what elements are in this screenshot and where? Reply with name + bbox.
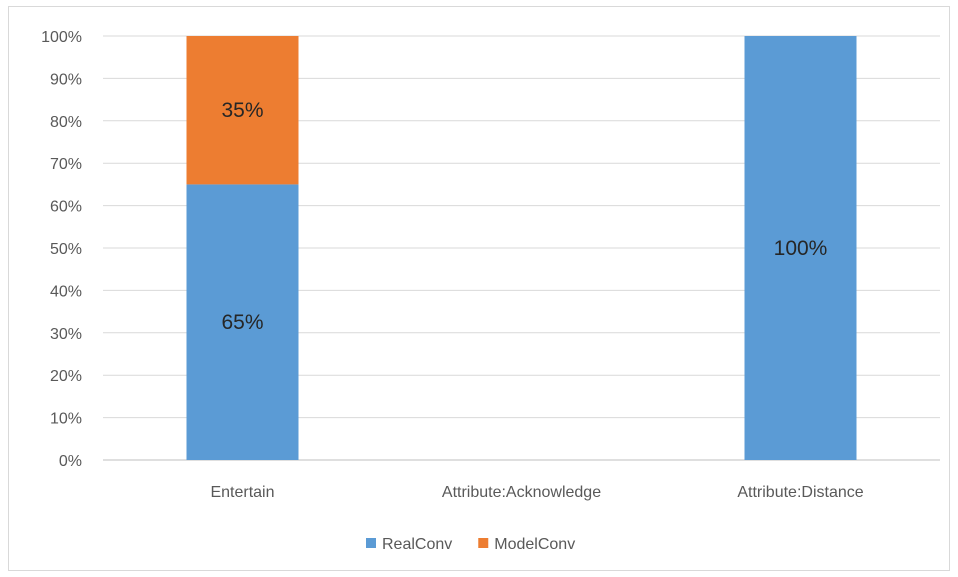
bars: 65% 35% 100% [186, 36, 857, 460]
y-tick-label: 30% [50, 326, 82, 343]
y-tick-label: 70% [50, 156, 82, 173]
x-axis: Entertain Attribute:Acknowledge Attribute:… [210, 484, 863, 501]
y-tick-label: 40% [50, 283, 82, 300]
data-label: 65% [221, 311, 263, 334]
y-tick-label: 10% [50, 411, 82, 428]
legend-label-realconv: RealConv [382, 536, 452, 553]
y-tick-label: 50% [50, 241, 82, 258]
legend-label-modelconv: ModelConv [494, 536, 575, 553]
y-tick-label: 0% [59, 453, 82, 470]
y-tick-label: 20% [50, 368, 82, 385]
x-tick-label: Attribute:Distance [737, 484, 863, 501]
bar-realconv-2 [744, 36, 857, 460]
y-axis: 0% 10% 20% 30% 40% 50% 60% 70% 80% 90% 100% [41, 29, 82, 470]
x-tick-label: Entertain [210, 484, 274, 501]
y-tick-label: 100% [41, 29, 82, 46]
y-tick-label: 60% [50, 199, 82, 216]
x-tick-label: Attribute:Acknowledge [442, 484, 601, 501]
legend-swatch-modelconv [478, 538, 489, 548]
y-tick-label: 80% [50, 114, 82, 131]
bar-modelconv-0 [186, 36, 299, 185]
legend-swatch-realconv [366, 538, 376, 548]
data-label: 100% [774, 237, 828, 260]
legend: RealConv ModelConv [366, 536, 575, 553]
bar-realconv-0 [186, 184, 299, 460]
data-label: 35% [221, 99, 263, 122]
y-tick-label: 90% [50, 71, 82, 88]
